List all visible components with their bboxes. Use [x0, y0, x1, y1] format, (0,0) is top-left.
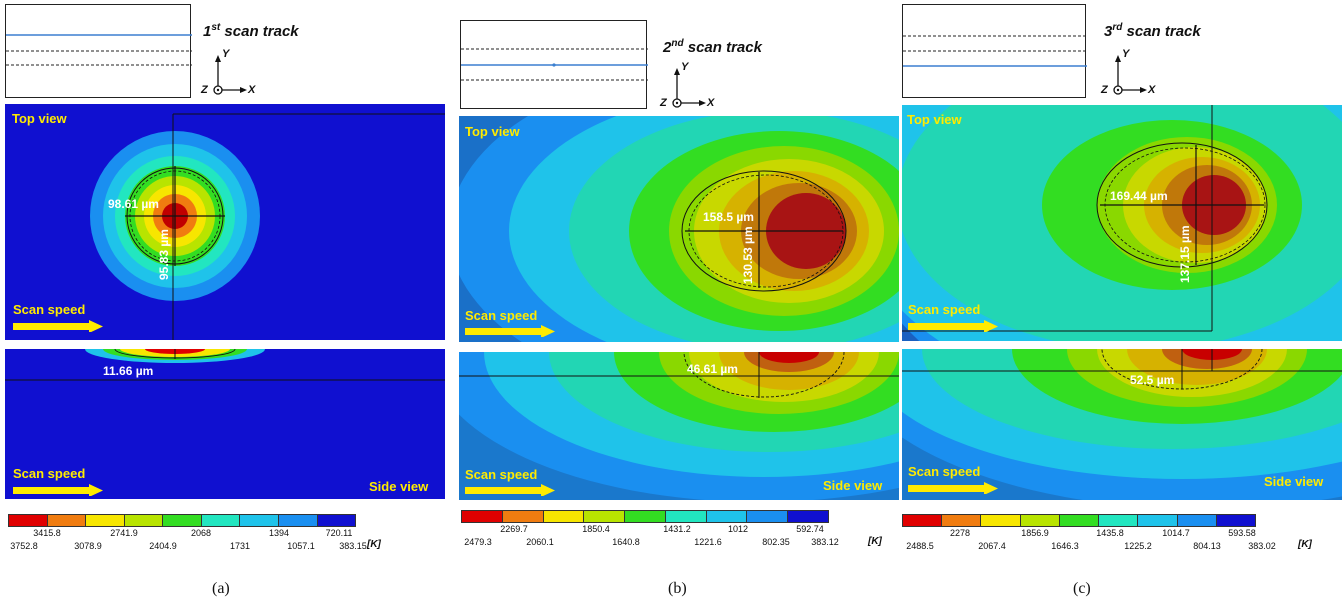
- legend-tick: 2068: [190, 528, 212, 538]
- melt-pool-depth-label: 11.66 µm: [103, 364, 154, 378]
- coordinate-axes-icon: Y X Z: [660, 61, 715, 109]
- melt-pool-length-label: 130.53 µm: [741, 226, 755, 284]
- scan-speed-arrow-icon: [465, 325, 555, 337]
- scan-track-schematic: [5, 4, 192, 98]
- melt-pool-length-label: 137.15 µm: [1178, 225, 1192, 283]
- legend-tick: 383.12: [811, 537, 839, 547]
- legend-tick: 2404.9: [149, 541, 177, 551]
- legend-tick: 1731: [229, 541, 251, 551]
- legend-colorbar: [902, 514, 1256, 527]
- legend-tick: 1850.4: [582, 524, 610, 534]
- legend-tick: 383.02: [1248, 541, 1276, 551]
- legend-tick: 2067.4: [978, 541, 1006, 551]
- scan-track-title: 3rd scan track: [1104, 22, 1201, 40]
- top-view-label: Top view: [12, 111, 67, 126]
- panel-caption: (c): [1073, 580, 1091, 597]
- melt-pool-depth-label: 52.5 µm: [1130, 373, 1175, 387]
- legend-tick: 383.15: [339, 541, 367, 551]
- top-view-contour: Top view 158.5 µm 130.53 µm Scan speed: [459, 116, 899, 342]
- scan-speed-arrow-icon: [908, 320, 998, 332]
- scan-speed-arrow-icon: [13, 320, 103, 332]
- legend-tick: 1431.2: [663, 524, 691, 534]
- scan-track-schematic: [902, 4, 1087, 98]
- top-view-contour: Top view 169.44 µm 137.15 µm Scan speed: [902, 105, 1342, 341]
- scan-speed-arrow-icon: [13, 484, 103, 496]
- legend-tick: 1014.7: [1162, 528, 1190, 538]
- legend-colorbar: [8, 514, 356, 527]
- top-view-contour-plot: [459, 116, 899, 342]
- scan-track-lines: [903, 35, 1087, 67]
- legend-tick: 1856.9: [1021, 528, 1049, 538]
- legend-tick: 1012: [727, 524, 749, 534]
- melt-pool-width-label: 98.61 µm: [108, 197, 159, 211]
- scan-track-schematic: [460, 20, 648, 109]
- scan-speed-arrow-icon: [908, 482, 998, 494]
- melt-pool-width-label: 158.5 µm: [703, 210, 754, 224]
- temperature-legend: 2278 1856.9 1435.8 1014.7 593.58 2488.5 …: [902, 514, 1276, 554]
- legend-tick: 802.35: [762, 537, 790, 547]
- coordinate-axes-icon: Y X Z: [201, 48, 256, 96]
- scan-track-lines: [461, 48, 648, 81]
- legend-tick: 593.58: [1228, 528, 1256, 538]
- melt-pool-length-label: 95.83 µm: [157, 229, 171, 280]
- panel-a: 1st scan track Y X Z: [0, 0, 448, 603]
- scan-speed-label: Scan speed: [908, 302, 981, 317]
- side-view-contour-plot: [459, 352, 899, 500]
- panel-caption: (a): [212, 580, 230, 597]
- legend-unit: [K]: [367, 539, 381, 550]
- legend-tick: 1057.1: [287, 541, 315, 551]
- side-view-contour-plot: [902, 349, 1342, 500]
- legend-tick: 1225.2: [1124, 541, 1152, 551]
- legend-tick: 1394: [268, 528, 290, 538]
- legend-tick: 2479.3: [464, 537, 492, 547]
- legend-tick: 2278: [949, 528, 971, 538]
- legend-tick: 2269.7: [500, 524, 528, 534]
- melt-pool-depth-label: 46.61 µm: [687, 362, 738, 376]
- panel-c: 3rd scan track Y X Z: [900, 0, 1343, 603]
- scan-track-title: 2nd scan track: [663, 38, 762, 56]
- temperature-legend: 2269.7 1850.4 1431.2 1012 592.74 2479.3 …: [461, 510, 839, 550]
- legend-tick: 720.11: [325, 528, 353, 538]
- scan-speed-label: Scan speed: [465, 467, 538, 482]
- panel-b: 2nd scan track Y X Z: [455, 0, 900, 603]
- scan-speed-label: Scan speed: [13, 302, 86, 317]
- scan-speed-label: Scan speed: [908, 464, 981, 479]
- legend-unit: [K]: [1298, 539, 1312, 550]
- melt-pool-width-label: 169.44 µm: [1110, 189, 1168, 203]
- side-view-label: Side view: [1264, 474, 1324, 489]
- panel-caption: (b): [668, 580, 687, 597]
- side-view-label: Side view: [823, 478, 883, 493]
- legend-tick: 592.74: [796, 524, 824, 534]
- side-view-label: Side view: [369, 479, 429, 494]
- temperature-legend: 3415.8 2741.9 2068 1394 720.11 3752.8 30…: [8, 514, 367, 554]
- legend-tick: 2060.1: [526, 537, 554, 547]
- scan-speed-label: Scan speed: [465, 308, 538, 323]
- legend-tick: 3415.8: [33, 528, 61, 538]
- side-view-contour: 46.61 µm Scan speed Side view: [459, 352, 899, 500]
- top-view-contour-plot: [902, 105, 1342, 341]
- side-view-contour: 52.5 µm Scan speed Side view: [902, 349, 1342, 500]
- top-view-label: Top view: [907, 112, 962, 127]
- legend-tick: 1435.8: [1096, 528, 1124, 538]
- legend-tick: 1640.8: [612, 537, 640, 547]
- top-view-label: Top view: [465, 124, 520, 139]
- legend-tick: 3752.8: [10, 541, 38, 551]
- scan-track-lines: [6, 34, 192, 66]
- legend-colorbar: [461, 510, 829, 523]
- coordinate-axes-icon: Y X Z: [1101, 48, 1156, 96]
- scan-track-title: 1st scan track: [203, 22, 299, 40]
- legend-tick: 2741.9: [110, 528, 138, 538]
- side-view-contour-plot: [5, 349, 445, 381]
- top-view-contour-plot: [90, 113, 445, 340]
- legend-tick: 3078.9: [74, 541, 102, 551]
- scan-speed-arrow-icon: [465, 484, 555, 496]
- side-view-contour: 11.66 µm Scan speed Side view: [5, 349, 445, 499]
- legend-unit: [K]: [868, 536, 882, 547]
- scan-speed-label: Scan speed: [13, 466, 86, 481]
- legend-tick: 1646.3: [1051, 541, 1079, 551]
- legend-tick: 2488.5: [906, 541, 934, 551]
- legend-tick: 1221.6: [694, 537, 722, 547]
- top-view-contour: Top view 98.61 µm 95.83 µm Scan speed: [5, 104, 445, 340]
- legend-tick: 804.13: [1193, 541, 1221, 551]
